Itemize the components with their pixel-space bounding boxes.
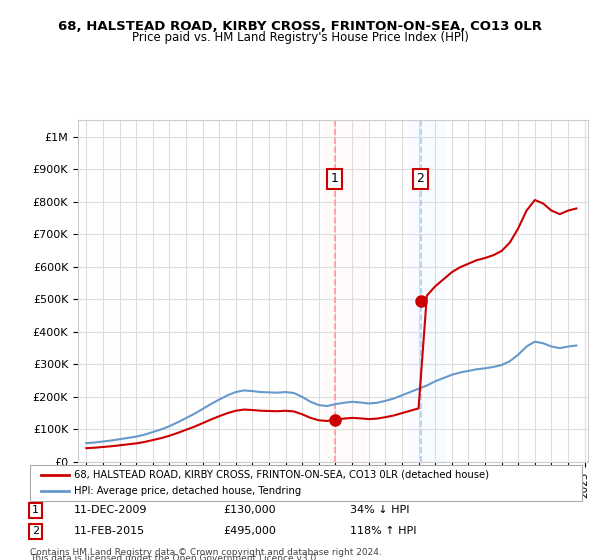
Text: Contains HM Land Registry data © Crown copyright and database right 2024.: Contains HM Land Registry data © Crown c…	[30, 548, 382, 557]
Bar	[409, 120, 445, 462]
Text: Price paid vs. HM Land Registry's House Price Index (HPI): Price paid vs. HM Land Registry's House …	[131, 31, 469, 44]
Text: This data is licensed under the Open Government Licence v3.0.: This data is licensed under the Open Gov…	[30, 554, 319, 560]
Text: £495,000: £495,000	[223, 526, 276, 536]
Text: £130,000: £130,000	[223, 506, 276, 515]
FancyBboxPatch shape	[30, 465, 582, 501]
Text: 1: 1	[331, 172, 338, 185]
Text: 34% ↓ HPI: 34% ↓ HPI	[350, 506, 410, 515]
Text: 11-DEC-2009: 11-DEC-2009	[74, 506, 148, 515]
Text: 2: 2	[32, 526, 39, 536]
Text: 68, HALSTEAD ROAD, KIRBY CROSS, FRINTON-ON-SEA, CO13 0LR: 68, HALSTEAD ROAD, KIRBY CROSS, FRINTON-…	[58, 20, 542, 32]
Text: 11-FEB-2015: 11-FEB-2015	[74, 526, 145, 536]
Text: 118% ↑ HPI: 118% ↑ HPI	[350, 526, 416, 536]
Bar	[323, 120, 365, 462]
Text: HPI: Average price, detached house, Tendring: HPI: Average price, detached house, Tend…	[74, 486, 301, 496]
Text: 2: 2	[416, 172, 424, 185]
Text: 68, HALSTEAD ROAD, KIRBY CROSS, FRINTON-ON-SEA, CO13 0LR (detached house): 68, HALSTEAD ROAD, KIRBY CROSS, FRINTON-…	[74, 470, 489, 480]
Text: 1: 1	[32, 506, 39, 515]
